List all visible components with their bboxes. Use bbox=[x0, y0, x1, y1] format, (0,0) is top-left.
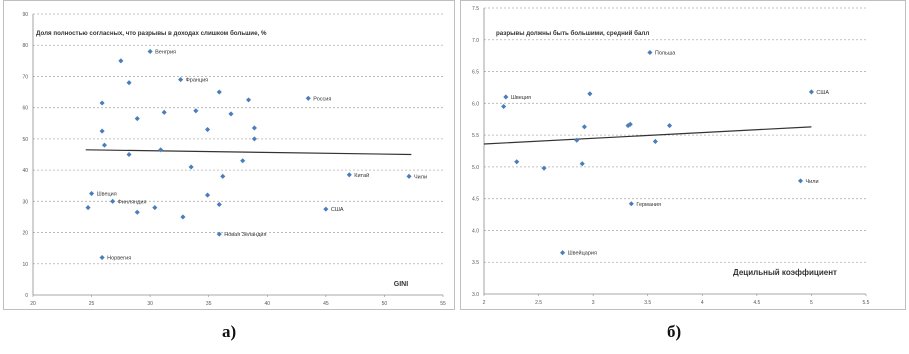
data-point bbox=[158, 147, 164, 153]
data-point bbox=[251, 125, 257, 131]
data-point bbox=[514, 159, 520, 165]
y-tick-label: 30 bbox=[22, 199, 28, 205]
point-label: Чили bbox=[806, 179, 819, 185]
chart-title: Доля полностью согласных, что разрывы в … bbox=[36, 30, 267, 37]
x-tick-label: 2 bbox=[483, 300, 486, 306]
y-tick-label: 10 bbox=[22, 262, 28, 268]
x-tick-label: 3.5 bbox=[644, 300, 651, 306]
data-point bbox=[251, 136, 257, 142]
data-point bbox=[126, 151, 132, 158]
data-point bbox=[99, 128, 105, 134]
x-tick-label: 3 bbox=[592, 300, 595, 306]
data-point bbox=[180, 214, 186, 220]
trendline bbox=[85, 149, 412, 156]
y-tick-label: 50 bbox=[22, 137, 28, 143]
x-tick-label: 40 bbox=[265, 301, 271, 307]
y-tick-label: 6.5 bbox=[472, 70, 479, 76]
point-label: Венгрия bbox=[155, 49, 176, 55]
y-tick-label: 4.0 bbox=[472, 228, 479, 234]
trendline bbox=[483, 126, 812, 145]
scatter-chart-gini: 0 10 20 30 40 50 60 70 80 90 20 25 30 35 40 45 50 55 Швеци… bbox=[3, 0, 455, 310]
data-point bbox=[228, 111, 234, 117]
x-tick-label: 5 bbox=[810, 300, 813, 306]
x-tick-label: 5.5 bbox=[863, 300, 870, 306]
point-label: Швеция bbox=[511, 95, 531, 101]
point-label: Норвегия bbox=[107, 256, 131, 262]
data-point bbox=[188, 164, 194, 170]
data-point bbox=[204, 192, 211, 198]
point-label: Польша bbox=[655, 50, 676, 56]
data-point bbox=[110, 198, 116, 204]
data-point bbox=[89, 190, 95, 197]
data-point bbox=[346, 172, 352, 178]
y-tick-label: 90 bbox=[22, 12, 28, 18]
point-label: Финляндия bbox=[118, 199, 147, 205]
chart-frame bbox=[460, 0, 906, 310]
y-tick-label: 40 bbox=[22, 168, 28, 174]
x-axis-title: Децильный коэффициент bbox=[733, 268, 837, 277]
point-label: Германия bbox=[636, 202, 661, 208]
point-label: Китай bbox=[354, 172, 369, 179]
data-point bbox=[161, 109, 167, 115]
x-axis-title: GINI bbox=[394, 281, 408, 288]
y-tick-label: 70 bbox=[22, 74, 28, 80]
data-point bbox=[118, 58, 124, 64]
point-label: Швеция bbox=[97, 192, 117, 198]
x-tick-label: 50 bbox=[382, 301, 388, 307]
point-label: Швейцария bbox=[568, 250, 597, 257]
x-tick-label: 20 bbox=[30, 301, 36, 307]
y-tick-label: 4.5 bbox=[472, 197, 479, 203]
data-point bbox=[204, 126, 211, 133]
data-point bbox=[101, 142, 108, 148]
y-tick-label: 0 bbox=[25, 293, 28, 299]
x-tick-label: 4 bbox=[701, 300, 704, 306]
point-label: Россия bbox=[313, 96, 331, 102]
data-point bbox=[406, 173, 412, 179]
data-point bbox=[240, 158, 246, 164]
data-point bbox=[193, 108, 199, 114]
y-tick-label: 7.5 bbox=[472, 6, 479, 12]
x-tick-label: 35 bbox=[206, 301, 212, 307]
data-point bbox=[220, 173, 226, 179]
data-point bbox=[216, 201, 222, 208]
point-label: США bbox=[331, 207, 344, 213]
y-tick-label: 20 bbox=[22, 231, 28, 237]
x-tick-label: 55 bbox=[440, 301, 446, 307]
x-tick-label: 4.5 bbox=[753, 300, 760, 306]
y-tick-label: 80 bbox=[22, 43, 28, 49]
point-label: США bbox=[816, 90, 829, 96]
x-tick-label: 30 bbox=[147, 301, 153, 307]
y-tick-label: 3.5 bbox=[472, 260, 479, 266]
point-label: Новая Зеландия bbox=[224, 232, 266, 238]
y-tick-label: 3.0 bbox=[472, 292, 479, 298]
y-tick-label: 6.0 bbox=[472, 101, 479, 107]
y-tick-label: 5.0 bbox=[472, 165, 479, 171]
data-point bbox=[216, 231, 222, 237]
x-tick-label: 2.5 bbox=[535, 300, 542, 306]
chart-panel-b: 3.0 3.5 4.0 4.5 5.0 5.5 6.0 6.5 7.0 7.5 2 2.5 3 3.5 4 4… bbox=[460, 0, 906, 310]
chart-panel-a: 0 10 20 30 40 50 60 70 80 90 20 25 30 35 40 45 50 55 Швеци… bbox=[3, 0, 455, 310]
point-label: Чили bbox=[414, 174, 427, 180]
point-label: Франция bbox=[186, 78, 209, 84]
panel-label-b: б) bbox=[667, 322, 682, 341]
data-point bbox=[152, 205, 158, 211]
y-tick-label: 5.5 bbox=[472, 133, 479, 139]
x-tick-label: 25 bbox=[89, 301, 95, 307]
data-point bbox=[134, 209, 140, 215]
chart-frame bbox=[3, 0, 455, 310]
panel-label-a: а) bbox=[222, 322, 237, 341]
x-tick-label: 45 bbox=[323, 301, 329, 307]
data-point bbox=[628, 201, 634, 207]
data-point bbox=[85, 205, 91, 211]
data-point bbox=[178, 77, 184, 83]
y-tick-label: 60 bbox=[22, 106, 28, 112]
scatter-chart-decile: 3.0 3.5 4.0 4.5 5.0 5.5 6.0 6.5 7.0 7.5 2 2.5 3 3.5 4 4… bbox=[460, 0, 906, 310]
data-point bbox=[503, 94, 509, 100]
y-tick-label: 7.0 bbox=[472, 38, 479, 44]
chart-title: разрывы должны быть большими, средний ба… bbox=[496, 30, 649, 37]
